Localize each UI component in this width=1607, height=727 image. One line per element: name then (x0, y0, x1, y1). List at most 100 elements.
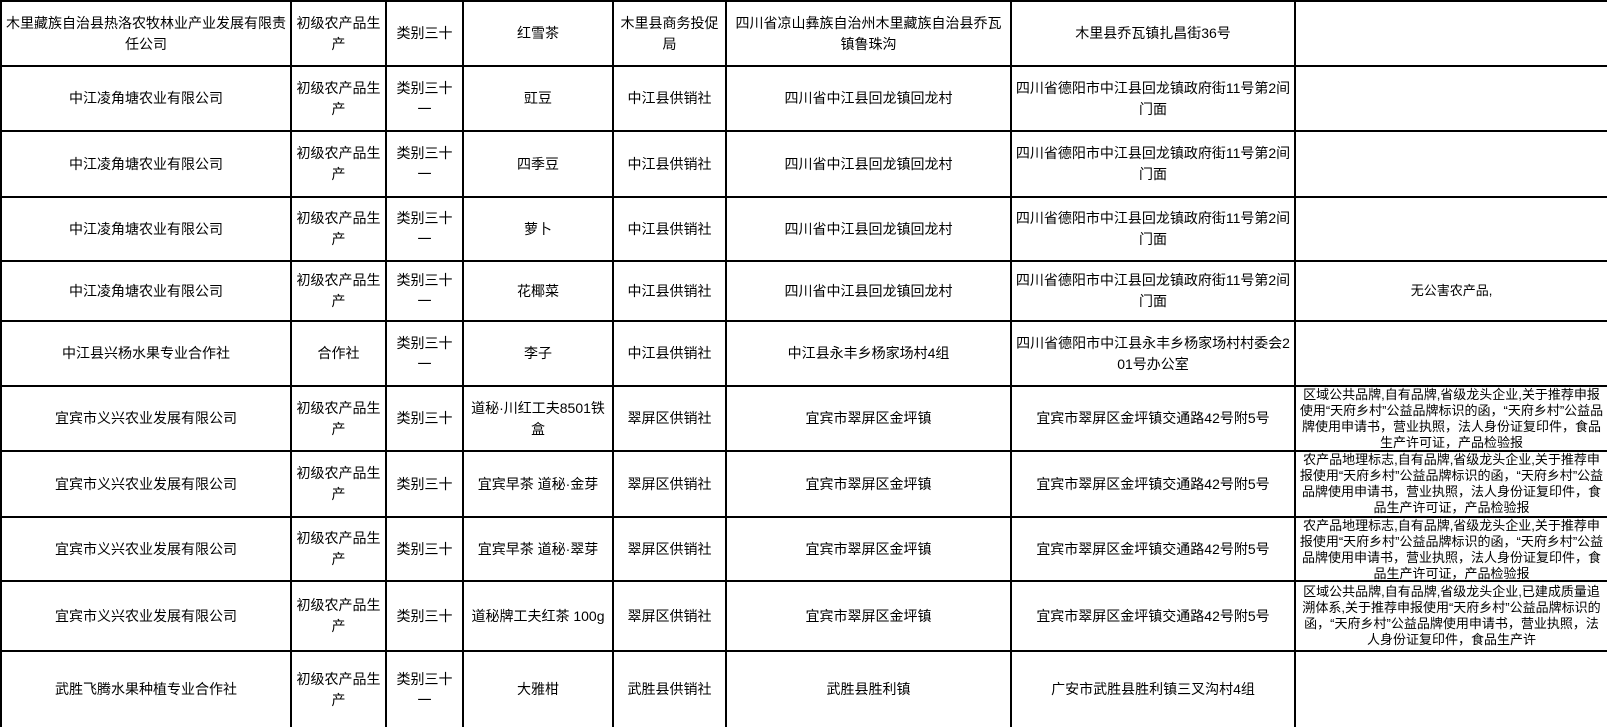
product-cell: 李子 (462, 320, 614, 387)
company-cell: 木里藏族自治县热洛农牧林业产业发展有限责任公司 (0, 0, 292, 67)
cell-text: 宜宾早茶 道秘·金芽 (477, 475, 599, 492)
cell-text: 四川省德阳市中江县回龙镇政府街11号第2间门面 (1015, 79, 1291, 117)
production-type-cell: 初级农产品生产 (290, 0, 387, 67)
cell-text: 类别三十一 (396, 334, 453, 372)
business-address-cell: 广安市武胜县胜利镇三叉沟村4组 (1010, 650, 1296, 727)
cell-text: 中江县供销社 (627, 220, 712, 237)
product-cell: 道秘·川红工夫8501铁盒 (462, 385, 614, 452)
cell-text: 李子 (524, 345, 552, 361)
production-address-cell: 四川省中江县回龙镇回龙村 (725, 130, 1012, 198)
product-cell: 萝卜 (462, 196, 614, 262)
cell-text: 武胜县供销社 (627, 681, 712, 697)
production-type-cell: 初级农产品生产 (290, 260, 387, 322)
cell-text: 合作社 (317, 345, 360, 361)
cell-text: 宜宾市义兴农业发展有限公司 (55, 540, 237, 557)
notes-cell (1294, 320, 1607, 387)
cell-text: 四川省中江县回龙镇回龙村 (784, 220, 953, 237)
cell-text: 无公害农产品, (1410, 283, 1493, 298)
cell-text: 大雅柑 (517, 681, 559, 697)
notes-cell (1294, 0, 1607, 67)
cell-text: 初级农产品生产 (296, 14, 381, 52)
table-row: 武胜飞腾水果种植专业合作社 初级农产品生产 类别三十一 大雅柑 武胜县供销社 武胜县胜利镇… (0, 650, 1607, 727)
cell-text: 翠屏区供销社 (627, 475, 712, 492)
table-row: 中江凌角塘农业有限公司 初级农产品生产 类别三十一 豇豆 中江县供销社 四川省中江县回龙镇… (0, 65, 1607, 132)
company-cell: 宜宾市义兴农业发展有限公司 (0, 450, 292, 518)
cell-text: 四川省德阳市中江县永丰乡杨家场村村委会201号办公室 (1016, 334, 1290, 372)
cell-text: 宜宾市义兴农业发展有限公司 (55, 607, 237, 624)
cell-text: 武胜县胜利镇 (826, 681, 911, 697)
cell-text: 萝卜 (524, 220, 552, 237)
production-type-cell: 初级农产品生产 (290, 580, 387, 652)
production-type-cell: 初级农产品生产 (290, 196, 387, 262)
agency-cell: 翠屏区供销社 (612, 450, 727, 518)
company-cell: 武胜飞腾水果种植专业合作社 (0, 650, 292, 727)
cell-text: 四川省德阳市中江县回龙镇政府街11号第2间门面 (1015, 145, 1291, 182)
cell-text: 宜宾早茶 道秘·翠芽 (477, 540, 599, 557)
product-cell: 红雪茶 (462, 0, 614, 67)
business-address-cell: 四川省德阳市中江县永丰乡杨家场村村委会201号办公室 (1010, 320, 1296, 387)
cell-text: 宜宾市翠屏区金坪镇交通路42号附5号 (1036, 475, 1270, 492)
company-cell: 中江凌角塘农业有限公司 (0, 260, 292, 322)
cell-text: 类别三十一 (396, 272, 453, 309)
cell-text: 初级农产品生产 (296, 597, 381, 634)
cell-text: 类别三十 (396, 25, 453, 41)
cell-text: 中江县供销社 (627, 155, 712, 172)
table-row: 中江县兴杨水果专业合作社 合作社 类别三十一 李子 中江县供销社 中江县永丰乡杨家场村4组… (0, 320, 1607, 387)
cell-text: 类别三十一 (396, 210, 453, 247)
category-cell: 类别三十一 (385, 260, 464, 322)
cell-text: 花椰菜 (517, 282, 559, 299)
agency-cell: 翠屏区供销社 (612, 385, 727, 452)
table-row: 宜宾市义兴农业发展有限公司 初级农产品生产 类别三十 道秘牌工夫红茶 100g 翠屏区供… (0, 580, 1607, 652)
production-type-cell: 合作社 (290, 320, 387, 387)
cell-text: 中江县供销社 (627, 282, 712, 299)
company-cell: 中江凌角塘农业有限公司 (0, 130, 292, 198)
cell-text: 初级农产品生产 (296, 465, 381, 502)
cell-text: 农产品地理标志,自有品牌,省级龙头企业,关于推荐申报使用“天府乡村”公益品牌标识… (1299, 452, 1604, 515)
production-address-cell: 四川省中江县回龙镇回龙村 (725, 196, 1012, 262)
cell-text: 木里县商务投促局 (620, 14, 719, 52)
table-row: 中江凌角塘农业有限公司 初级农产品生产 类别三十一 四季豆 中江县供销社 四川省中江县回龙… (0, 130, 1607, 198)
production-address-cell: 宜宾市翠屏区金坪镇 (725, 580, 1012, 652)
table-row: 中江凌角塘农业有限公司 初级农产品生产 类别三十一 萝卜 中江县供销社 四川省中江县回龙镇… (0, 196, 1607, 262)
cell-text: 初级农产品生产 (296, 530, 381, 567)
production-address-cell: 宜宾市翠屏区金坪镇 (725, 385, 1012, 452)
agency-cell: 中江县供销社 (612, 130, 727, 198)
agency-cell: 中江县供销社 (612, 260, 727, 322)
company-cell: 宜宾市义兴农业发展有限公司 (0, 385, 292, 452)
product-cell: 豇豆 (462, 65, 614, 132)
cell-text: 宜宾市翠屏区金坪镇 (805, 540, 932, 557)
agency-cell: 木里县商务投促局 (612, 0, 727, 67)
cell-text: 类别三十一 (396, 79, 453, 117)
company-cell: 宜宾市义兴农业发展有限公司 (0, 580, 292, 652)
cell-text: 宜宾市翠屏区金坪镇 (805, 475, 932, 492)
cell-text: 宜宾市翠屏区金坪镇交通路42号附5号 (1036, 410, 1270, 426)
cell-text: 红雪茶 (517, 25, 559, 41)
notes-cell (1294, 196, 1607, 262)
category-cell: 类别三十 (385, 450, 464, 518)
business-address-cell: 宜宾市翠屏区金坪镇交通路42号附5号 (1010, 385, 1296, 452)
cell-text: 区域公共品牌,自有品牌,省级龙头企业,已建成质量追溯体系,关于推荐申报使用“天府… (1302, 584, 1601, 647)
cell-text: 宜宾市翠屏区金坪镇 (805, 410, 932, 426)
product-cell: 花椰菜 (462, 260, 614, 322)
production-address-cell: 四川省中江县回龙镇回龙村 (725, 65, 1012, 132)
table-row: 中江凌角塘农业有限公司 初级农产品生产 类别三十一 花椰菜 中江县供销社 四川省中江县回龙… (0, 260, 1607, 322)
cell-text: 宜宾市翠屏区金坪镇交通路42号附5号 (1036, 540, 1270, 557)
cell-text: 中江凌角塘农业有限公司 (69, 220, 223, 237)
cell-text: 类别三十 (396, 475, 453, 492)
table-row: 木里藏族自治县热洛农牧林业产业发展有限责任公司 初级农产品生产 类别三十 红雪茶 木里县… (0, 0, 1607, 67)
category-cell: 类别三十一 (385, 320, 464, 387)
cell-text: 四川省凉山彝族自治州木里藏族自治县乔瓦镇鲁珠沟 (735, 14, 1002, 52)
business-address-cell: 宜宾市翠屏区金坪镇交通路42号附5号 (1010, 516, 1296, 582)
cell-text: 类别三十一 (396, 145, 453, 182)
company-cell: 宜宾市义兴农业发展有限公司 (0, 516, 292, 582)
cell-text: 中江县供销社 (627, 90, 712, 106)
notes-cell: 区域公共品牌,自有品牌,省级龙头企业,关于推荐申报使用“天府乡村”公益品牌标识的… (1294, 385, 1607, 452)
cell-text: 四川省德阳市中江县回龙镇政府街11号第2间门面 (1015, 210, 1291, 247)
category-cell: 类别三十一 (385, 650, 464, 727)
cell-text: 四川省德阳市中江县回龙镇政府街11号第2间门面 (1015, 272, 1291, 309)
cell-text: 道秘·川红工夫8501铁盒 (471, 399, 605, 437)
cell-text: 初级农产品生产 (296, 670, 381, 708)
cell-text: 初级农产品生产 (296, 145, 381, 182)
